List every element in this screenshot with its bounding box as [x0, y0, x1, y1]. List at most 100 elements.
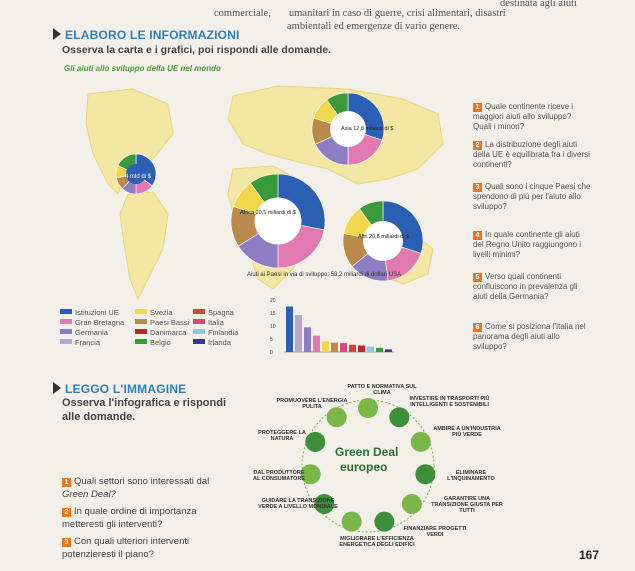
- pie-label-asia: Asia 12,8 miliardi di $: [341, 126, 393, 132]
- pie-center: [126, 164, 146, 184]
- bar: [385, 349, 392, 352]
- legend-item: Danimarca: [135, 328, 193, 337]
- header-line2-left: commerciale,: [214, 8, 271, 19]
- legend-swatch: [135, 339, 147, 344]
- leggo-question: 3 Con quali ulteriori interventi potenzier…: [62, 535, 262, 561]
- y-tick-label: 0: [270, 350, 273, 356]
- green-deal-item-label: FINANZIARE PROGETTI VERDI: [403, 526, 467, 538]
- question-number: 3: [62, 538, 71, 547]
- question-text-cont: potenzieresti il piano?: [62, 549, 154, 560]
- bar: [304, 327, 311, 352]
- bar: [322, 341, 329, 352]
- question-item: 3 Quali sono i cinque Paesi che spendono …: [473, 182, 591, 212]
- leggo-instruction-1: Osserva l'infografica e rispondi: [62, 397, 227, 409]
- legend-label: Danimarca: [150, 328, 187, 337]
- pie-slice: [135, 153, 157, 187]
- green-deal-item-label: ELIMINARE L'INQUINAMENTO: [447, 470, 495, 482]
- question-text: Quale continente riceve i maggiori aiuti…: [473, 102, 574, 131]
- arrow-icon: [53, 28, 61, 40]
- question-item: 4 In quale continente gli aiuti del Regno…: [473, 230, 591, 260]
- green-deal-item-label: AMBIRE A UN'INDUSTRIA PIÙ VERDE: [433, 426, 501, 438]
- question-number: 2: [473, 141, 482, 150]
- legend-swatch: [193, 329, 205, 334]
- green-deal-item-icon: [389, 407, 410, 428]
- green-deal-item-icon: [300, 464, 321, 485]
- legend-item: Paesi Bassi: [135, 318, 193, 327]
- question-text: Quali sono i cinque Paesi che spendono d…: [473, 182, 591, 211]
- green-deal-item-icon: [410, 431, 431, 452]
- pie-center: [254, 197, 302, 245]
- green-deal-item-icon: [341, 511, 362, 532]
- legend-item: Irlanda: [193, 338, 263, 347]
- aid-bar-chart: 20 15 10 5 0: [270, 298, 394, 356]
- leggo-instruction-2: alle domande.: [62, 411, 136, 423]
- question-text: Verso quali continenti confluiscono in p…: [473, 272, 578, 301]
- legend-swatch: [135, 309, 147, 314]
- question-number: 2: [62, 508, 71, 517]
- map-legend: Istituzioni UE Svezia Spagna Gran Bretagna P…: [60, 308, 260, 347]
- section-heading-leggo: LEGGO L'IMMAGINE: [53, 382, 186, 396]
- green-deal-item-label: INVESTIRE IN TRASPORTI PIÙ INTELLIGENTI …: [409, 396, 490, 408]
- legend-swatch: [135, 319, 147, 324]
- green-deal-item-label: DAL PRODUTTORE AL CONSUMATORE: [253, 470, 305, 482]
- leggo-questions: 1 Quali settori sono interessati dal Green…: [62, 475, 262, 565]
- bar: [376, 347, 383, 352]
- bar: [313, 335, 320, 352]
- header-line1: destinata agli aiuti: [500, 0, 577, 9]
- question-item: 1 Quale continente riceve i maggiori aiut…: [473, 102, 591, 132]
- question-text: In quale continente gli aiuti del Regno …: [473, 230, 582, 259]
- legend-item: Spagna: [193, 308, 263, 317]
- continent-south-america: [119, 191, 169, 301]
- legend-label: Irlanda: [208, 338, 231, 347]
- pie-center: [330, 111, 366, 147]
- question-number: 3: [473, 183, 482, 192]
- green-deal-item-label: PROMUOVERE L'ENERGIA PULITA: [276, 398, 348, 410]
- legend-swatch: [60, 319, 72, 324]
- question-item: 6 Come si posiziona l'Italia nel panorama…: [473, 322, 591, 352]
- green-deal-item-icon: [326, 407, 347, 428]
- green-deal-item-icon: [415, 464, 436, 485]
- question-text-cont: Green Deal?: [62, 489, 116, 500]
- legend-label: Spagna: [208, 308, 234, 317]
- pie-center: [363, 221, 403, 261]
- question-text: Con quali ulteriori interventi: [74, 536, 190, 547]
- question-text: Quali settori sono interessati dal: [74, 476, 210, 487]
- green-deal-item-label: MIGLIORARE L'EFFICIENZA ENERGETICA DEGLI…: [339, 536, 415, 548]
- question-text: In quale ordine di importanza: [74, 506, 197, 517]
- legend-item: Francia: [60, 338, 135, 347]
- green-deal-item-icon: [358, 398, 378, 418]
- question-number: 1: [62, 478, 71, 487]
- elaboro-instruction: Osserva la carta e i grafici, poi rispon…: [62, 44, 332, 56]
- leggo-question: 2 In quale ordine di importanza metteresti…: [62, 505, 262, 531]
- eu-aid-map: 4 mld di $ Asia 12,8 miliardi di $ Afric…: [85, 85, 444, 301]
- header-line3: ambientali ed emergenze di vario genere.: [287, 21, 460, 32]
- green-deal-item-label: GUIDARE LA TRANSIZIONE VERDE A LIVELLO M…: [258, 498, 338, 510]
- legend-swatch: [60, 329, 72, 334]
- section-heading-elaboro: ELABORO LE INFORMAZIONI: [53, 28, 240, 42]
- pie-label-africa: Africa 20,5 miliardi di $: [240, 210, 296, 216]
- green-deal-item-icon: [305, 431, 326, 452]
- pie-label-altri: Altri 20,8 miliardi di $: [358, 234, 409, 240]
- legend-item: Svezia: [135, 308, 193, 317]
- legend-swatch: [60, 339, 72, 344]
- legend-label: Paesi Bassi: [150, 318, 190, 327]
- map-title: Gli aiuti allo sviluppo della UE nel mon…: [64, 64, 221, 73]
- legend-item: Finlandia: [193, 328, 263, 337]
- bar: [331, 342, 338, 352]
- legend-swatch: [60, 309, 72, 314]
- question-text: Come si posiziona l'Italia nel panorama …: [473, 322, 586, 351]
- legend-swatch: [193, 319, 205, 324]
- legend-item: Belgio: [135, 338, 193, 347]
- green-deal-item-label: PROTEGGERE LA NATURA: [258, 430, 306, 442]
- legend-label: Gran Bretagna: [75, 318, 125, 327]
- bar: [367, 346, 374, 352]
- bar: [340, 343, 347, 352]
- arrow-icon: [53, 382, 61, 394]
- green-deal-item-label: GARANTIRE UNA TRANSIZIONE GIUSTA PER TUT…: [431, 496, 503, 514]
- page-number: 167: [579, 548, 600, 562]
- bar: [286, 306, 293, 352]
- question-text-cont: metteresti gli interventi?: [62, 519, 163, 530]
- legend-label: Italia: [208, 318, 224, 327]
- green-deal-title: Green Deal: [335, 445, 398, 459]
- bar: [349, 344, 356, 352]
